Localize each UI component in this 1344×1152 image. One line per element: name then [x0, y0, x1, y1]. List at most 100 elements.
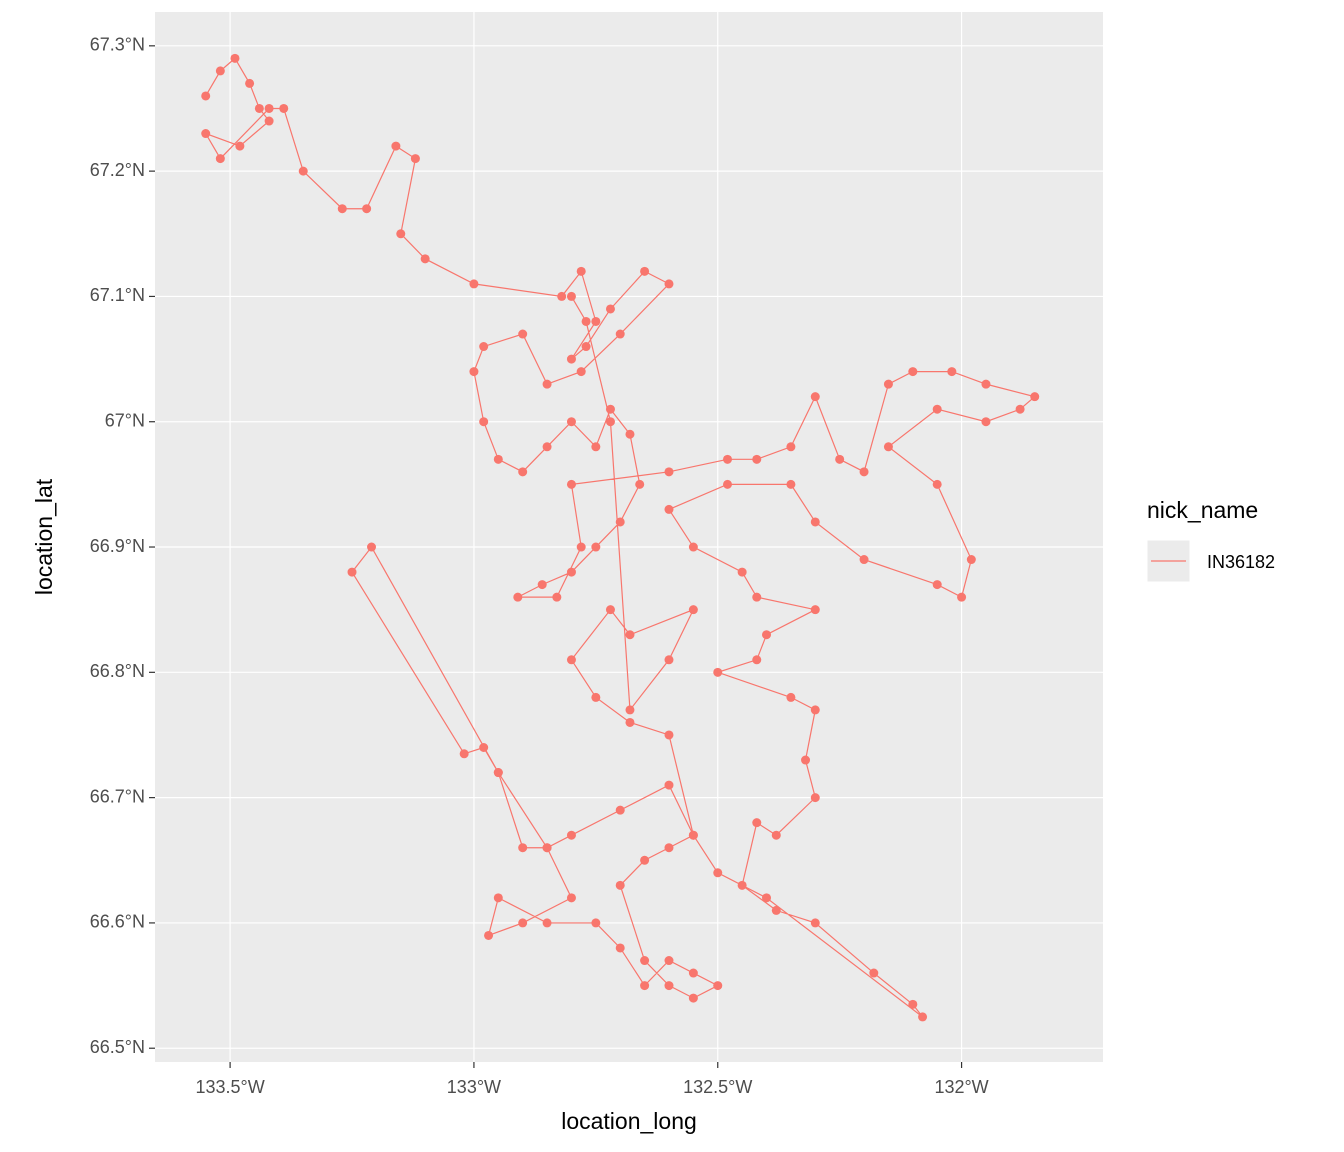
track-point	[664, 279, 674, 289]
y-tick-label: 67.1°N	[90, 285, 145, 305]
track-point	[576, 266, 586, 276]
track-point	[298, 166, 308, 176]
panel	[155, 12, 1103, 1062]
y-tick-label: 67.2°N	[90, 160, 145, 180]
track-point	[362, 204, 372, 214]
track-point	[410, 154, 420, 164]
track-point	[605, 417, 615, 427]
x-tick-label: 132.5°W	[683, 1077, 752, 1097]
y-tick-label: 67.3°N	[90, 35, 145, 55]
track-point	[566, 830, 576, 840]
track-point	[883, 379, 893, 389]
track-point	[605, 304, 615, 314]
track-point	[576, 367, 586, 377]
track-point	[542, 843, 552, 853]
track-point	[518, 329, 528, 339]
track-point	[391, 141, 401, 151]
track-point	[762, 630, 772, 640]
track-point	[605, 605, 615, 615]
track-point	[591, 316, 601, 326]
track-point	[479, 743, 489, 753]
marks	[201, 53, 1040, 1022]
track-point	[752, 592, 762, 602]
track-point	[615, 517, 625, 527]
track-point	[932, 404, 942, 414]
track-point	[786, 442, 796, 452]
track-point	[566, 567, 576, 577]
track-point	[493, 893, 503, 903]
track-point	[215, 66, 225, 76]
track-point	[625, 429, 635, 439]
track-point	[625, 717, 635, 727]
track-point	[566, 354, 576, 364]
track-point	[908, 367, 918, 377]
track-point	[615, 805, 625, 815]
track-point	[981, 379, 991, 389]
track-point	[762, 893, 772, 903]
track-point	[688, 830, 698, 840]
track-point	[566, 655, 576, 665]
track-point	[752, 454, 762, 464]
track-point	[932, 479, 942, 489]
track-point	[918, 1012, 928, 1022]
track-point	[1015, 404, 1025, 414]
track-point	[469, 279, 479, 289]
track-point	[810, 605, 820, 615]
track-point	[279, 103, 289, 113]
track-point	[664, 504, 674, 514]
track-point	[932, 580, 942, 590]
track-point	[245, 78, 255, 88]
track-point	[640, 266, 650, 276]
y-tick-label: 66.5°N	[90, 1037, 145, 1057]
track-point	[771, 830, 781, 840]
legend: nick_name IN36182	[1146, 497, 1275, 583]
track-point	[810, 793, 820, 803]
track-point	[869, 968, 879, 978]
track-point	[1030, 392, 1040, 402]
track-point	[591, 692, 601, 702]
track-point	[605, 404, 615, 414]
track-point	[493, 454, 503, 464]
track-point	[542, 918, 552, 928]
axes: 133.5°W 133°W 132.5°W 132°W 66.5°N 66.6°N 66.7…	[90, 35, 989, 1097]
track-point	[264, 116, 274, 126]
track-point	[664, 655, 674, 665]
track-point	[664, 467, 674, 477]
track-point	[566, 893, 576, 903]
track-point	[235, 141, 245, 151]
track-point	[810, 705, 820, 715]
track-point	[625, 705, 635, 715]
track-point	[479, 342, 489, 352]
track-point	[835, 454, 845, 464]
track-point	[664, 843, 674, 853]
track-point	[664, 730, 674, 740]
y-tick-label: 66.8°N	[90, 661, 145, 681]
y-tick-label: 67°N	[105, 410, 145, 430]
track-point	[635, 479, 645, 489]
track-point	[771, 905, 781, 915]
y-axis-title: location_lat	[31, 478, 57, 595]
track-point	[966, 555, 976, 565]
x-tick-label: 132°W	[934, 1077, 988, 1097]
track-point	[367, 542, 377, 552]
track-point	[566, 291, 576, 301]
track-point	[786, 692, 796, 702]
y-tick-label: 66.6°N	[90, 912, 145, 932]
track-point	[640, 981, 650, 991]
x-tick-label: 133°W	[447, 1077, 501, 1097]
y-tick-label: 66.9°N	[90, 536, 145, 556]
track-point	[737, 567, 747, 577]
track-point	[859, 467, 869, 477]
track-point	[723, 479, 733, 489]
track-point	[688, 542, 698, 552]
track-point	[484, 930, 494, 940]
track-point	[883, 442, 893, 452]
track-point	[518, 918, 528, 928]
track-point	[493, 768, 503, 778]
track-point	[264, 103, 274, 113]
track-point	[566, 417, 576, 427]
track-point	[459, 749, 469, 759]
track-point	[347, 567, 357, 577]
track-point	[615, 880, 625, 890]
